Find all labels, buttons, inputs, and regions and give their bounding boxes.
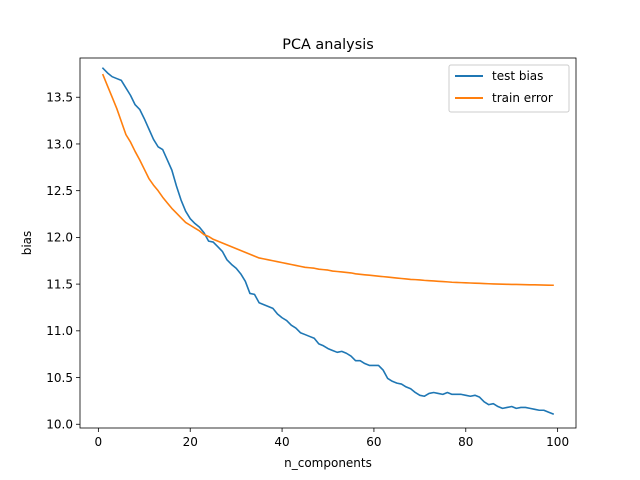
- axes-frame: [79, 57, 577, 429]
- x-tick-label-3: 60: [366, 435, 381, 449]
- series-line-1: [101, 73, 554, 287]
- y-tick-label-7: 13.5: [46, 91, 73, 105]
- y-axis-label: bias: [20, 231, 34, 256]
- legend: test bias train error: [448, 64, 570, 113]
- x-tick-label-2: 40: [274, 435, 289, 449]
- x-axis-label: n_components: [284, 456, 372, 470]
- y-tick-label-4: 12.0: [46, 231, 73, 245]
- plot-area: [79, 57, 577, 429]
- y-tick-label-2: 11.0: [46, 324, 73, 338]
- y-tick-label-3: 11.5: [46, 277, 73, 291]
- y-axis-ticks: 10.0 10.5 11.0 11.5 12.0 12.5 13.0 13.5: [46, 91, 80, 432]
- x-axis-ticks: 0 20 40 60 80 100: [95, 428, 569, 449]
- y-tick-label-1: 10.5: [46, 371, 73, 385]
- y-tick-label-6: 13.0: [46, 137, 73, 151]
- y-tick-label-5: 12.5: [46, 184, 73, 198]
- legend-label-train-error: train error: [492, 91, 553, 105]
- chart-title: PCA analysis: [282, 37, 373, 53]
- series-layer: [101, 67, 555, 416]
- x-tick-label-4: 80: [458, 435, 473, 449]
- legend-label-test-bias: test bias: [492, 69, 543, 83]
- y-tick-label-0: 10.0: [46, 418, 73, 432]
- x-tick-label-1: 20: [183, 435, 198, 449]
- x-tick-label-0: 0: [95, 435, 103, 449]
- x-tick-label-5: 100: [546, 435, 569, 449]
- series-line-0: [101, 67, 555, 416]
